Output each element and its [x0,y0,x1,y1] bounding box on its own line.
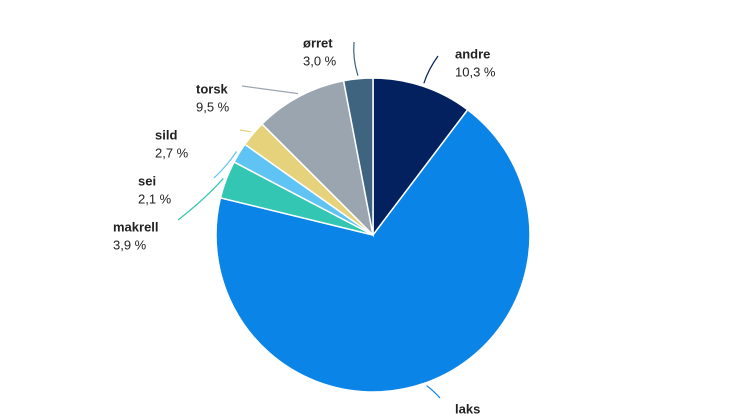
value-label: 2,1 % [138,191,172,206]
leader-line [426,385,441,399]
category-label: laks [455,401,480,416]
category-label: makrell [113,219,159,234]
pie-slice [342,77,374,236]
pie-slice [260,79,375,238]
value-label: 2,7 % [155,145,189,160]
value-label: 9,5 % [196,99,230,114]
leader-line [177,178,224,221]
category-label: ørret [303,35,333,50]
leader-line [423,55,439,84]
category-label: torsk [196,81,229,96]
leader-line [353,41,359,76]
leader-line [213,151,238,179]
pie-slice [215,108,531,393]
value-label: 3,9 % [113,237,147,252]
category-label: sild [155,127,177,142]
leader-line [239,129,251,133]
leader-line [241,85,299,95]
category-label: sei [138,173,156,188]
pie-slice [372,77,469,238]
value-label: 3,0 % [303,53,337,68]
category-label: andre [455,46,490,61]
value-label: 10,3 % [455,64,496,79]
